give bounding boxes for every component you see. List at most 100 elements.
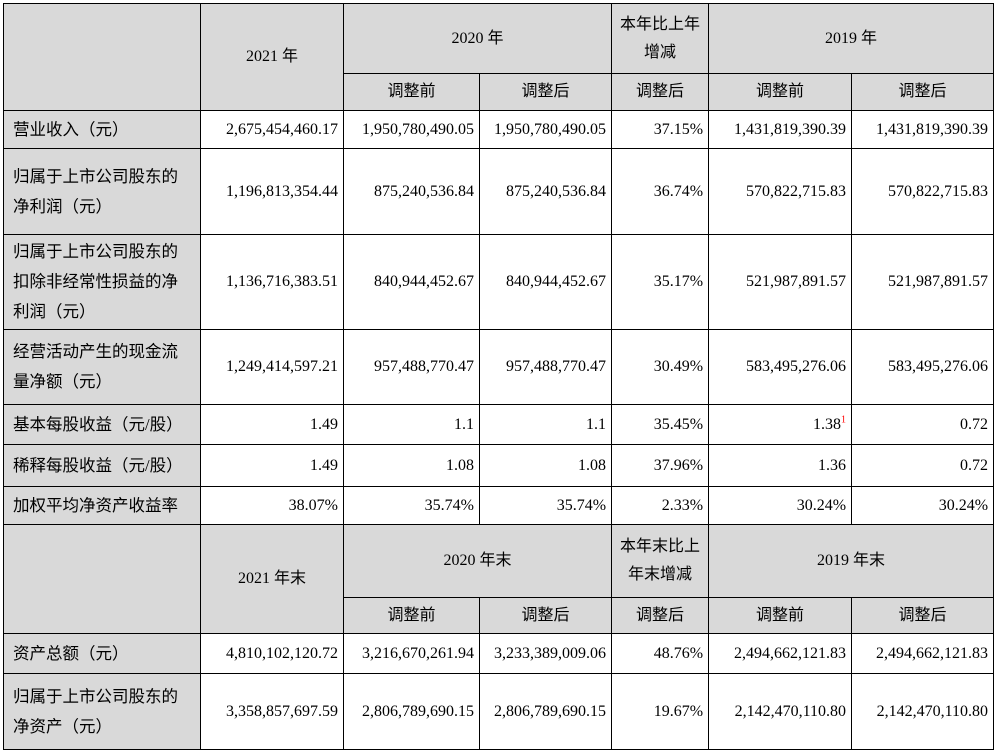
col-header-2020: 2020 年	[342, 3, 613, 74]
basic-eps-2019-before-value: 1.38	[813, 415, 842, 433]
cell-change: 35.17%	[611, 234, 710, 330]
table-row-net-profit: 归属于上市公司股东的净利润（元） 1,196,813,354.44 875,24…	[3, 148, 995, 235]
row-label: 稀释每股收益（元/股）	[3, 444, 201, 487]
cell-2019-after: 1,431,819,390.39	[851, 110, 995, 149]
subheader-change-after: 调整后	[611, 73, 710, 111]
cell-2021: 1,196,813,354.44	[200, 148, 344, 235]
table-row-operating-cash-flow: 经营活动产生的现金流量净额（元） 1,249,414,597.21 957,48…	[3, 329, 995, 405]
cell-2020-after: 1.08	[478, 444, 613, 487]
section2-subheader-row: 调整前 调整后 调整后 调整前 调整后	[4, 597, 995, 634]
table-row-net-profit-excl-nonrecurring: 归属于上市公司股东的扣除非经常性损益的净利润（元） 1,136,716,383.…	[3, 234, 995, 330]
cell-2019-before: 521,987,891.57	[708, 234, 853, 330]
subheader-2020-after: 调整后	[478, 73, 613, 111]
cell-2019-after: 2,142,470,110.80	[851, 673, 995, 750]
cell-2020-before: 35.74%	[343, 486, 480, 525]
cell-2020-after: 840,944,452.67	[478, 234, 613, 330]
cell-2019-after: 583,495,276.06	[851, 329, 995, 405]
table-row-basic-eps: 基本每股收益（元/股） 1.49 1.1 1.1 35.45% 1.381 0.…	[3, 404, 995, 445]
cell-2020-before: 2,806,789,690.15	[343, 673, 480, 750]
cell-change: 30.49%	[611, 329, 710, 405]
cell-2019-after: 570,822,715.83	[851, 148, 995, 235]
table-row-diluted-eps: 稀释每股收益（元/股） 1.49 1.08 1.08 37.96% 1.36 0…	[3, 444, 995, 487]
cell-change: 37.96%	[611, 444, 710, 487]
subheader-2020-before: 调整前	[343, 597, 480, 634]
col-header-change-end: 本年末比上年末增减	[611, 524, 710, 598]
row-label: 归属于上市公司股东的扣除非经常性损益的净利润（元）	[3, 234, 201, 330]
cell-2020-before: 1,950,780,490.05	[343, 110, 480, 149]
cell-2020-before: 1.1	[343, 404, 480, 445]
corner-cell	[3, 3, 201, 111]
subheader-change-after: 调整后	[611, 597, 710, 634]
cell-2020-before: 1.08	[343, 444, 480, 487]
col-header-2019: 2019 年	[708, 3, 995, 74]
section1-year-header-row: 2021 年 2020 年 本年比上年增减 2019 年	[3, 3, 995, 111]
subheader-2019-before: 调整前	[708, 73, 853, 111]
cell-2020-before: 957,488,770.47	[343, 329, 480, 405]
cell-change: 48.76%	[611, 633, 710, 674]
cell-2019-before: 583,495,276.06	[708, 329, 853, 405]
cell-change: 36.74%	[611, 148, 710, 235]
cell-2019-before: 1,431,819,390.39	[708, 110, 853, 149]
row-label: 归属于上市公司股东的净利润（元）	[3, 148, 201, 235]
col-header-2019-end: 2019 年末	[708, 524, 995, 598]
cell-2019-after: 0.72	[851, 404, 995, 445]
subheader-2019-before: 调整前	[708, 597, 853, 634]
cell-2019-after: 0.72	[851, 444, 995, 487]
cell-2020-before: 840,944,452.67	[343, 234, 480, 330]
table-row-net-assets: 归属于上市公司股东的净资产（元） 3,358,857,697.59 2,806,…	[3, 673, 995, 750]
row-label: 基本每股收益（元/股）	[3, 404, 201, 445]
cell-2021: 38.07%	[200, 486, 344, 525]
cell-2020-after: 957,488,770.47	[478, 329, 613, 405]
cell-2020-after: 1,950,780,490.05	[478, 110, 613, 149]
cell-2021: 4,810,102,120.72	[200, 633, 344, 674]
section2-year-header-row: 2021 年末 2020 年末 本年末比上年末增减 2019 年末	[3, 524, 995, 634]
row-label: 归属于上市公司股东的净资产（元）	[3, 673, 201, 750]
cell-2020-before: 3,216,670,261.94	[343, 633, 480, 674]
cell-2019-before: 30.24%	[708, 486, 853, 525]
table-row-revenue: 营业收入（元） 2,675,454,460.17 1,950,780,490.0…	[3, 110, 995, 149]
cell-2021: 1.49	[200, 404, 344, 445]
col-header-2021-end: 2021 年末	[200, 524, 344, 634]
cell-change: 19.67%	[611, 673, 710, 750]
cell-2021: 1,249,414,597.21	[200, 329, 344, 405]
cell-change: 35.45%	[611, 404, 710, 445]
cell-2019-before: 570,822,715.83	[708, 148, 853, 235]
table-row-weighted-avg-roe: 加权平均净资产收益率 38.07% 35.74% 35.74% 2.33% 30…	[3, 486, 995, 525]
row-label: 资产总额（元）	[3, 633, 201, 674]
cell-2019-after: 30.24%	[851, 486, 995, 525]
section1-subheader-row: 调整前 调整后 调整后 调整前 调整后	[4, 73, 995, 111]
cell-2021: 1.49	[200, 444, 344, 487]
cell-2019-before: 1.36	[708, 444, 853, 487]
cell-2019-after: 2,494,662,121.83	[851, 633, 995, 674]
footnote-marker: 1	[841, 414, 847, 426]
subheader-2020-before: 调整前	[343, 73, 480, 111]
cell-2020-after: 875,240,536.84	[478, 148, 613, 235]
cell-change: 2.33%	[611, 486, 710, 525]
cell-2020-before: 875,240,536.84	[343, 148, 480, 235]
corner-cell	[3, 524, 201, 634]
financial-report-page: 2021 年 2020 年 本年比上年增减 2019 年 调整前 调整后 调整后…	[3, 3, 995, 750]
cell-2021: 3,358,857,697.59	[200, 673, 344, 750]
subheader-2019-after: 调整后	[851, 73, 995, 111]
cell-2020-after: 2,806,789,690.15	[478, 673, 613, 750]
cell-2019-after: 521,987,891.57	[851, 234, 995, 330]
cell-2020-after: 35.74%	[478, 486, 613, 525]
cell-2019-before: 1.381	[708, 404, 853, 445]
cell-2021: 1,136,716,383.51	[200, 234, 344, 330]
row-label: 加权平均净资产收益率	[3, 486, 201, 525]
col-header-2020-end: 2020 年末	[342, 524, 613, 598]
financial-summary-table: 2021 年 2020 年 本年比上年增减 2019 年 调整前 调整后 调整后…	[3, 3, 995, 750]
cell-2019-before: 2,142,470,110.80	[708, 673, 853, 750]
cell-change: 37.15%	[611, 110, 710, 149]
col-header-change: 本年比上年增减	[611, 3, 710, 74]
row-label: 经营活动产生的现金流量净额（元）	[3, 329, 201, 405]
subheader-2020-after: 调整后	[478, 597, 613, 634]
table-row-total-assets: 资产总额（元） 4,810,102,120.72 3,216,670,261.9…	[3, 633, 995, 674]
subheader-2019-after: 调整后	[851, 597, 995, 634]
row-label: 营业收入（元）	[3, 110, 201, 149]
col-header-2021: 2021 年	[200, 3, 344, 111]
cell-2019-before: 2,494,662,121.83	[708, 633, 853, 674]
cell-2020-after: 1.1	[478, 404, 613, 445]
cell-2021: 2,675,454,460.17	[200, 110, 344, 149]
cell-2020-after: 3,233,389,009.06	[478, 633, 613, 674]
